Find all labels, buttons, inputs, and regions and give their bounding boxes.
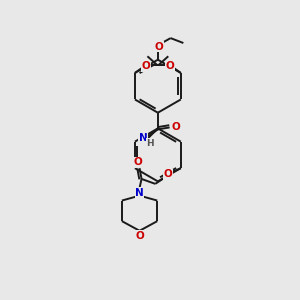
Text: N: N [135,188,144,198]
Text: O: O [135,231,144,241]
Text: O: O [166,61,174,71]
Text: O: O [171,122,180,132]
Text: O: O [141,61,150,71]
Text: O: O [154,42,163,52]
Text: N: N [139,133,148,143]
Text: O: O [164,169,172,179]
Text: H: H [146,139,154,148]
Text: O: O [133,157,142,167]
